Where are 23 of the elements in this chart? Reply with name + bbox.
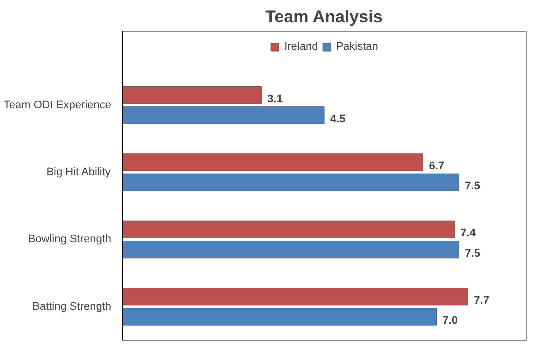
bar (122, 106, 325, 124)
bar (122, 308, 437, 326)
bar (122, 86, 262, 104)
bar (122, 154, 424, 172)
data-label: 6.7 (429, 160, 445, 172)
data-label: 7.5 (465, 248, 480, 260)
data-label: 7.0 (442, 314, 458, 327)
data-label: 7.4 (460, 228, 477, 240)
bar (122, 220, 455, 238)
bar (122, 241, 460, 259)
data-label: 7.5 (465, 180, 480, 193)
bar (122, 174, 460, 192)
data-label: 3.1 (268, 93, 283, 106)
legend-label: Ireland (284, 41, 318, 53)
y-tick-label: Batting Strength (32, 300, 112, 313)
data-label: 4.5 (330, 113, 346, 126)
legend-label: Pakistan (336, 41, 378, 53)
chart-title: Team Analysis (266, 8, 383, 26)
bar (122, 288, 468, 306)
y-tick-label: Bowling Strength (28, 234, 112, 246)
y-tick-label: Team ODI Experience (4, 99, 112, 112)
y-tick-label: Big Hit Ability (46, 166, 112, 179)
data-label: 7.7 (474, 294, 490, 307)
